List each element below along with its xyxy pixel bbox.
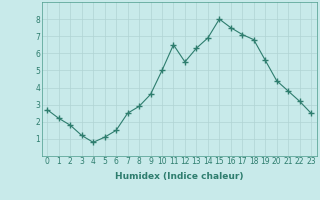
X-axis label: Humidex (Indice chaleur): Humidex (Indice chaleur) bbox=[115, 172, 244, 181]
